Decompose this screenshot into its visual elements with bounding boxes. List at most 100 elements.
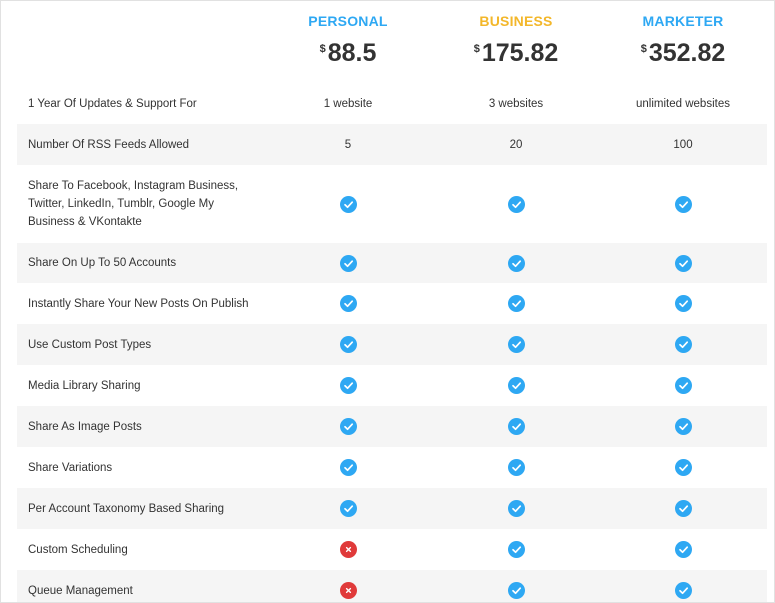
- plan-cell: 5: [264, 124, 432, 165]
- check-icon: [674, 418, 692, 435]
- currency-symbol: $: [319, 43, 326, 55]
- cross-icon: [339, 582, 357, 599]
- plan-price: $88.5: [264, 39, 432, 68]
- plan-cell: 3 websites: [432, 83, 600, 124]
- table-row: 1 Year Of Updates & Support For 1 website…: [17, 83, 767, 124]
- feature-label: Queue Management: [28, 584, 133, 597]
- plan-cell: [599, 406, 767, 447]
- feature-label: Share Variations: [28, 461, 113, 474]
- cross-icon: [339, 541, 357, 558]
- table-row: Use Custom Post Types: [17, 324, 767, 365]
- check-icon: [339, 459, 357, 476]
- plan-cell: [264, 365, 432, 406]
- plan-cell: [599, 283, 767, 324]
- feature-label: Instantly Share Your New Posts On Publis…: [28, 297, 249, 310]
- check-icon: [674, 500, 692, 517]
- plan-price: $352.82: [599, 39, 767, 68]
- table-row: Queue Management: [17, 570, 767, 602]
- check-icon: [674, 336, 692, 353]
- check-icon: [339, 336, 357, 353]
- check-icon: [674, 377, 692, 394]
- plan-cell: [432, 283, 600, 324]
- table-row: Per Account Taxonomy Based Sharing: [17, 488, 767, 529]
- check-icon: [674, 582, 692, 599]
- check-icon: [674, 254, 692, 272]
- plan-cell: [264, 529, 432, 570]
- plan-cell: 20: [432, 124, 600, 165]
- feature-label: 1 Year Of Updates & Support For: [28, 97, 197, 110]
- check-icon: [507, 418, 525, 435]
- price-value: 175.82: [481, 39, 559, 67]
- check-icon: [507, 500, 525, 517]
- feature-label: Media Library Sharing: [28, 379, 141, 392]
- plan-cell: unlimited websites: [599, 83, 767, 124]
- check-icon: [507, 336, 525, 353]
- plan-cell: [432, 243, 600, 283]
- check-icon: [339, 500, 357, 517]
- table-row: Number Of RSS Feeds Allowed 5 20 100: [17, 124, 767, 165]
- check-icon: [339, 195, 357, 213]
- currency-symbol: $: [640, 43, 647, 55]
- plan-cell: [432, 447, 600, 488]
- plan-cell: [432, 529, 600, 570]
- cell-value: 1 website: [323, 97, 373, 110]
- plan-cell: [432, 365, 600, 406]
- plan-cell: [432, 324, 600, 365]
- table-row: Instantly Share Your New Posts On Publis…: [17, 283, 767, 324]
- check-icon: [507, 195, 525, 213]
- check-icon: [507, 541, 525, 558]
- check-icon: [674, 195, 692, 213]
- plan-name: MARKETER: [642, 13, 724, 29]
- feature-label: Share On Up To 50 Accounts: [28, 257, 177, 269]
- cell-value: unlimited websites: [636, 97, 730, 110]
- table-row: Media Library Sharing: [17, 365, 767, 406]
- feature-label: Share To Facebook, Instagram Business, T…: [28, 180, 239, 228]
- plan-name: PERSONAL: [308, 13, 388, 29]
- plan-cell: [264, 570, 432, 602]
- check-icon: [507, 254, 525, 272]
- plan-cell: [599, 324, 767, 365]
- plan-cell: [264, 406, 432, 447]
- plan-cell: [599, 243, 767, 283]
- plan-cell: [432, 570, 600, 602]
- check-icon: [674, 459, 692, 476]
- plan-cell: [599, 165, 767, 243]
- plan-cell: [264, 165, 432, 243]
- currency-symbol: $: [473, 43, 480, 55]
- plan-cell: 1 website: [264, 83, 432, 124]
- plan-cell: [432, 165, 600, 243]
- plan-cell: [599, 570, 767, 602]
- plan-cell: [264, 488, 432, 529]
- feature-label: Share As Image Posts: [28, 420, 142, 433]
- cell-value: 100: [673, 138, 693, 151]
- plan-cell: [432, 406, 600, 447]
- table-row: Share As Image Posts: [17, 406, 767, 447]
- plan-cell: 100: [599, 124, 767, 165]
- feature-label: Custom Scheduling: [28, 543, 128, 556]
- check-icon: [507, 582, 525, 599]
- check-icon: [339, 377, 357, 394]
- table-row: Share To Facebook, Instagram Business, T…: [17, 165, 767, 243]
- cell-value: 3 websites: [488, 97, 544, 110]
- check-icon: [339, 254, 357, 272]
- feature-label: Use Custom Post Types: [28, 338, 152, 351]
- plan-price: $175.82: [432, 39, 600, 68]
- plan-cell: [599, 529, 767, 570]
- check-icon: [507, 295, 525, 312]
- feature-label: Per Account Taxonomy Based Sharing: [28, 502, 225, 515]
- check-icon: [674, 541, 692, 558]
- price-value: 352.82: [648, 39, 726, 67]
- feature-label: Number Of RSS Feeds Allowed: [28, 138, 190, 151]
- plan-cell: [264, 283, 432, 324]
- check-icon: [339, 295, 357, 312]
- check-icon: [339, 418, 357, 435]
- cell-value: 5: [344, 138, 352, 151]
- cell-value: 20: [509, 138, 523, 151]
- plan-cell: [264, 243, 432, 283]
- table-row: Custom Scheduling: [17, 529, 767, 570]
- plan-cell: [264, 324, 432, 365]
- plan-cell: [599, 488, 767, 529]
- price-value: 88.5: [327, 39, 377, 67]
- plan-cell: [432, 488, 600, 529]
